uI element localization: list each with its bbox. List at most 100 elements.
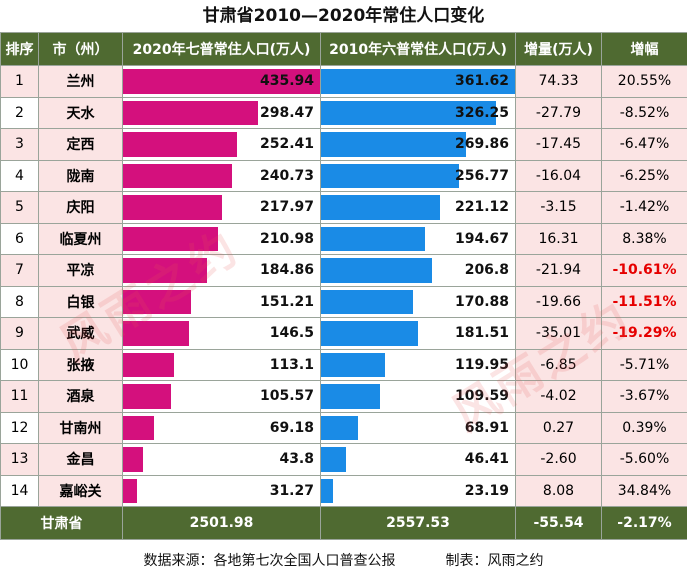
- increase-cell: 74.33: [515, 65, 602, 98]
- bar-2010: [321, 132, 466, 157]
- table-row: 14 嘉峪关 31.27 23.19 8.08 34.84%: [0, 474, 687, 507]
- rank-cell: 1: [0, 65, 39, 98]
- pop-2020-value: 146.5: [269, 325, 314, 342]
- pop-2010-value: 23.19: [464, 482, 509, 499]
- pop-2020-value: 151.21: [259, 293, 314, 310]
- pop-2020-value: 252.41: [259, 136, 314, 153]
- rank-cell: 5: [0, 191, 39, 224]
- pop-2010-value: 46.41: [464, 451, 509, 468]
- city-cell: 张掖: [38, 348, 123, 381]
- page-title: 甘肃省2010—2020年常住人口变化: [0, 0, 687, 32]
- pop-2020-value: 113.1: [269, 356, 314, 373]
- rank-cell: 14: [0, 474, 39, 507]
- pop-2010-cell: 194.67: [320, 222, 516, 255]
- pop-2010-cell: 23.19: [320, 474, 516, 507]
- pop-2010-cell: 221.12: [320, 191, 516, 224]
- bar-2020: [123, 132, 238, 157]
- city-cell: 嘉峪关: [38, 474, 123, 507]
- total-pop-2020: 2501.98: [122, 506, 321, 540]
- pop-2010-cell: 119.95: [320, 348, 516, 381]
- bar-2010: [321, 69, 515, 94]
- increase-cell: -4.02: [515, 380, 602, 413]
- increase-cell: -27.79: [515, 96, 602, 129]
- bar-2020: [123, 289, 192, 314]
- city-cell: 陇南: [38, 159, 123, 192]
- pop-2020-value: 217.97: [259, 199, 314, 216]
- bar-2020: [123, 226, 219, 251]
- table-row: 11 酒泉 105.57 109.59 -4.02 -3.67%: [0, 380, 687, 413]
- header-pop-2020: 2020年七普常住人口(万人): [122, 32, 321, 66]
- pop-2020-value: 210.98: [259, 230, 314, 247]
- pop-2010-cell: 46.41: [320, 443, 516, 476]
- rank-cell: 13: [0, 443, 39, 476]
- bar-2020: [123, 384, 171, 409]
- pop-2020-cell: 31.27: [122, 474, 321, 507]
- pop-2010-value: 269.86: [454, 136, 509, 153]
- pop-2010-value: 256.77: [454, 167, 509, 184]
- table-row: 8 白银 151.21 170.88 -19.66 -11.51%: [0, 285, 687, 318]
- pop-2020-cell: 252.41: [122, 128, 321, 161]
- header-pop-2010: 2010年六普常住人口(万人): [320, 32, 516, 66]
- city-cell: 金昌: [38, 443, 123, 476]
- bar-2010: [321, 321, 419, 346]
- increase-cell: 0.27: [515, 411, 602, 444]
- bar-2010: [321, 289, 413, 314]
- city-cell: 平凉: [38, 254, 123, 287]
- table-row: 1 兰州 435.94 361.62 74.33 20.55%: [0, 65, 687, 98]
- bar-2020: [123, 321, 190, 346]
- city-cell: 甘南州: [38, 411, 123, 444]
- rank-cell: 3: [0, 128, 39, 161]
- rate-cell: 34.84%: [601, 474, 687, 507]
- pop-2010-cell: 109.59: [320, 380, 516, 413]
- credit-text: 制表：风雨之约: [445, 553, 544, 569]
- pop-2020-cell: 240.73: [122, 159, 321, 192]
- pop-2010-value: 326.25: [454, 104, 509, 121]
- rate-cell: -5.71%: [601, 348, 687, 381]
- city-cell: 酒泉: [38, 380, 123, 413]
- city-cell: 定西: [38, 128, 123, 161]
- table-row: 9 武威 146.5 181.51 -35.01 -19.29%: [0, 317, 687, 350]
- increase-cell: -19.66: [515, 285, 602, 318]
- rate-cell: -8.52%: [601, 96, 687, 129]
- rate-cell: 20.55%: [601, 65, 687, 98]
- pop-2020-cell: 435.94: [122, 65, 321, 98]
- bar-2010: [321, 258, 432, 283]
- rank-cell: 11: [0, 380, 39, 413]
- pop-2010-cell: 170.88: [320, 285, 516, 318]
- bar-2020: [123, 69, 320, 94]
- table-row: 5 庆阳 217.97 221.12 -3.15 -1.42%: [0, 191, 687, 224]
- total-row: 甘肃省 2501.98 2557.53 -55.54 -2.17%: [0, 506, 687, 540]
- rate-cell: -11.51%: [601, 285, 687, 318]
- rank-cell: 10: [0, 348, 39, 381]
- bar-2010: [321, 226, 426, 251]
- increase-cell: -17.45: [515, 128, 602, 161]
- bar-2010: [321, 478, 334, 503]
- rate-cell: -1.42%: [601, 191, 687, 224]
- bar-2020: [123, 352, 175, 377]
- table-row: 10 张掖 113.1 119.95 -6.85 -5.71%: [0, 348, 687, 381]
- rate-cell: -6.47%: [601, 128, 687, 161]
- bar-2010: [321, 352, 386, 377]
- bar-2010: [321, 100, 497, 125]
- pop-2020-cell: 105.57: [122, 380, 321, 413]
- pop-2010-value: 119.95: [454, 356, 509, 373]
- bar-2020: [123, 100, 258, 125]
- rank-cell: 9: [0, 317, 39, 350]
- pop-2020-cell: 217.97: [122, 191, 321, 224]
- pop-2020-cell: 151.21: [122, 285, 321, 318]
- table-header-row: 排序 市（州） 2020年七普常住人口(万人) 2010年六普常住人口(万人) …: [0, 32, 687, 66]
- city-cell: 兰州: [38, 65, 123, 98]
- pop-2010-cell: 326.25: [320, 96, 516, 129]
- bar-2010: [321, 163, 459, 188]
- table-row: 6 临夏州 210.98 194.67 16.31 8.38%: [0, 222, 687, 255]
- table-row: 13 金昌 43.8 46.41 -2.60 -5.60%: [0, 443, 687, 476]
- table-row: 12 甘南州 69.18 68.91 0.27 0.39%: [0, 411, 687, 444]
- increase-cell: -6.85: [515, 348, 602, 381]
- pop-2020-value: 298.47: [259, 104, 314, 121]
- city-cell: 武威: [38, 317, 123, 350]
- rate-cell: 8.38%: [601, 222, 687, 255]
- bar-2020: [123, 195, 222, 220]
- increase-cell: -3.15: [515, 191, 602, 224]
- bar-2010: [321, 415, 358, 440]
- pop-2020-cell: 43.8: [122, 443, 321, 476]
